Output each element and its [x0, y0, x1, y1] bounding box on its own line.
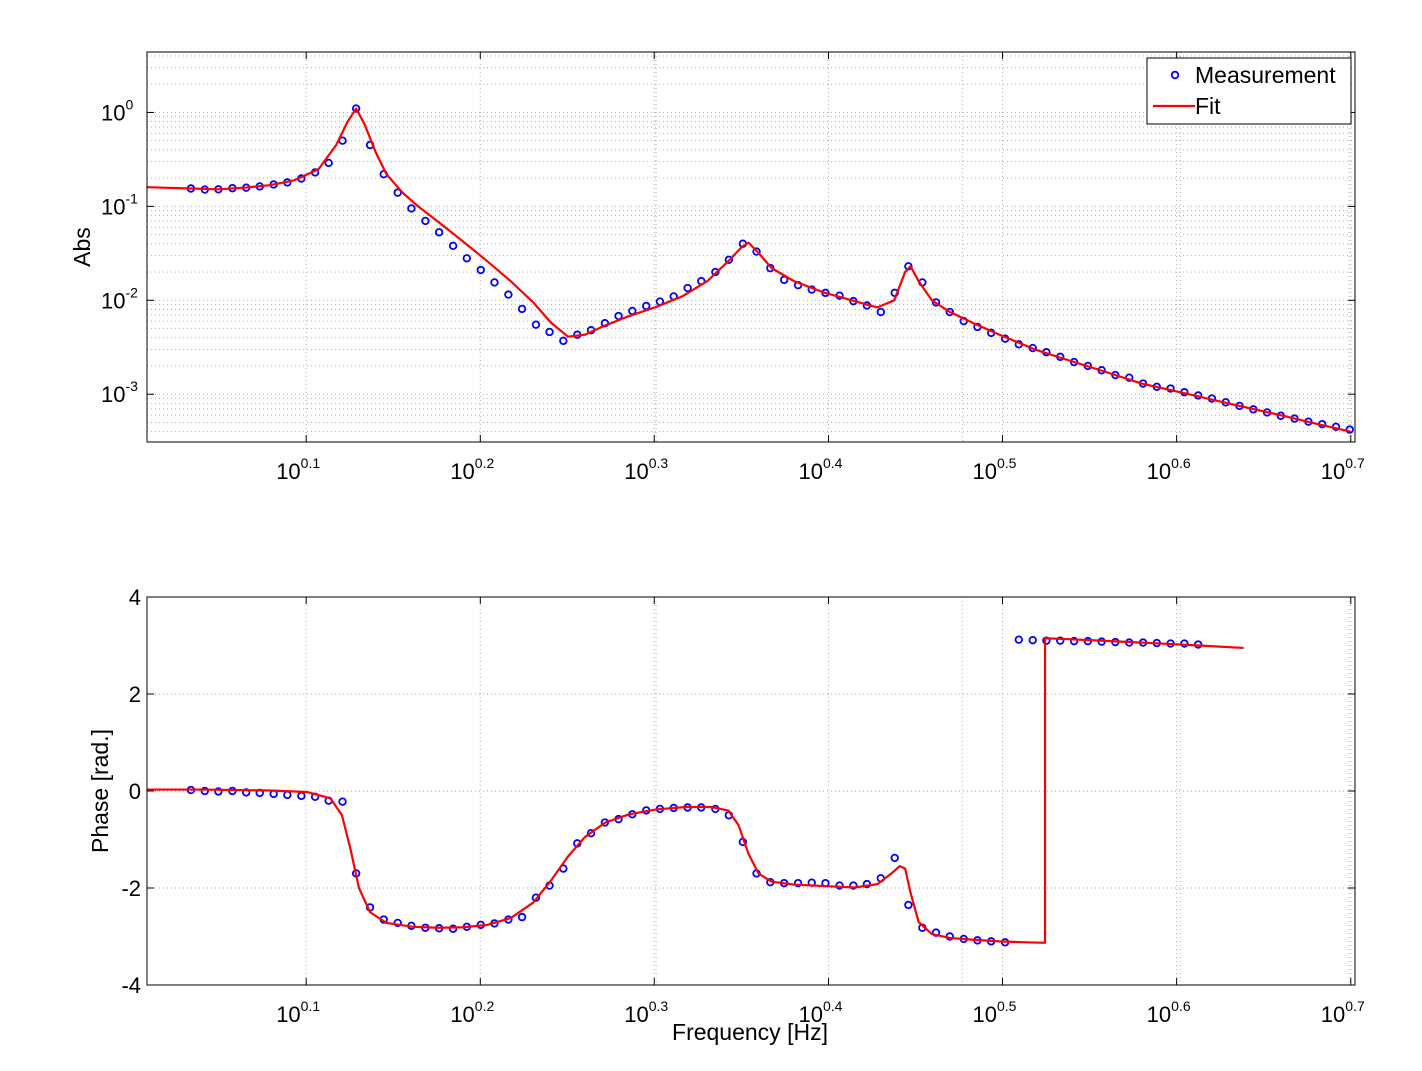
measurement-point [945, 307, 954, 317]
measurement-point [490, 278, 499, 287]
measurement-point [849, 881, 858, 890]
x-tick-label-exponent: 0.5 [997, 455, 1017, 471]
x-tick-label: 100.4 [799, 455, 843, 484]
measurement-point [931, 298, 941, 307]
measurement-point [476, 265, 485, 275]
measurement-point [338, 797, 347, 806]
y-tick-label: -2 [121, 876, 141, 901]
x-tick-label: 100.6 [1147, 998, 1191, 1027]
x-tick-label: 100.3 [624, 998, 668, 1027]
measurement-point [434, 228, 444, 237]
x-axis-label: Frequency [Hz] [672, 1019, 828, 1045]
measurement-point [1028, 635, 1037, 645]
measurement-point [504, 290, 513, 299]
x-tick-label-exponent: 0.3 [649, 998, 669, 1014]
y-tick-label: 10-1 [101, 190, 138, 219]
measurement-point [351, 104, 361, 113]
measurement-point [711, 267, 720, 277]
measurement-point [407, 204, 416, 213]
y-tick-label-exponent: -1 [125, 190, 138, 206]
x-tick-label-exponent: 0.5 [997, 998, 1017, 1014]
y-tick-label-exponent: 0 [125, 96, 133, 112]
legend-label: Fit [1195, 93, 1221, 119]
measurement-point [904, 900, 913, 910]
x-tick-label-exponent: 0.4 [823, 455, 843, 471]
x-tick-label-exponent: 0.6 [1171, 998, 1191, 1014]
measurement-point [517, 304, 527, 314]
x-tick-label: 100.2 [450, 998, 494, 1027]
measurement-point [890, 853, 899, 863]
x-tick-label: 100.5 [973, 998, 1017, 1027]
x-tick-label: 100.7 [1321, 998, 1365, 1027]
y-tick-label: -4 [121, 973, 141, 998]
measurement-point [531, 320, 541, 329]
legend: Measurement Fit [1146, 57, 1352, 125]
y-tick-label: 2 [129, 682, 141, 707]
y-tick-label-exponent: -2 [125, 284, 138, 300]
axes-box [146, 51, 1356, 443]
fit-line [147, 637, 1244, 944]
ticks [147, 52, 1355, 442]
legend-label: Measurement [1195, 62, 1336, 88]
measurement-point [1069, 636, 1079, 646]
y-axis-label: Abs [69, 227, 95, 267]
x-tick-label-exponent: 0.7 [1345, 455, 1365, 471]
x-tick-label-exponent: 0.2 [475, 455, 495, 471]
measurement-point [214, 787, 223, 796]
x-tick-label: 100.5 [973, 455, 1017, 484]
axes-box [146, 596, 1356, 986]
x-tick-label: 100.3 [624, 455, 668, 484]
plot-series [147, 635, 1244, 947]
x-tick-label-exponent: 0.1 [301, 998, 321, 1014]
magnitude-panel: 100.1 100.2 100.3 100.4 100.5 100.6 100.7 100 10… [69, 51, 1365, 484]
measurement-point [1056, 636, 1065, 645]
fit-line [147, 107, 1351, 433]
measurement-point [462, 254, 472, 263]
measurement-point [517, 912, 527, 922]
x-tick-label: 100.1 [276, 998, 320, 1027]
measurement-point [586, 828, 596, 838]
x-tick-label: 100.7 [1321, 455, 1365, 484]
x-tick-label: 100.1 [276, 455, 320, 484]
measurement-point [448, 241, 458, 251]
x-tick-label-exponent: 0.3 [649, 455, 669, 471]
measurement-point [793, 878, 803, 888]
legend-marker-measurement [1170, 70, 1180, 80]
phase-panel: 100.1 100.2 100.3 100.4 100.5 100.6 100.7420-2… [87, 585, 1365, 1027]
x-tick-label-exponent: 0.1 [301, 455, 321, 471]
x-tick-label-exponent: 0.4 [823, 998, 843, 1014]
x-tick-label-exponent: 0.6 [1171, 455, 1191, 471]
y-tick-label: 0 [129, 779, 141, 804]
measurement-point [724, 255, 734, 264]
measurement-point [531, 893, 541, 902]
measurement-point [1014, 635, 1024, 644]
y-axis-label: Phase [rad.] [87, 729, 113, 853]
y-tick-label: 10-2 [101, 284, 138, 313]
y-tick-label-exponent: -3 [125, 378, 138, 394]
y-tick-label: 4 [129, 585, 141, 610]
x-tick-label-exponent: 0.2 [475, 998, 495, 1014]
x-tick-label: 100.6 [1147, 455, 1191, 484]
measurement-point [683, 283, 692, 293]
plot-series [147, 104, 1354, 434]
y-tick-label: 10-3 [101, 378, 138, 407]
x-tick-label-exponent: 0.7 [1345, 998, 1365, 1014]
measurement-point [200, 786, 209, 796]
legend-box [1146, 57, 1352, 125]
measurement-point [324, 158, 333, 168]
measurement-point [421, 216, 430, 226]
measurement-point [393, 918, 402, 928]
measurement-point [752, 247, 761, 256]
y-tick-label: 100 [101, 96, 133, 125]
measurement-point [393, 188, 402, 197]
measurement-point [448, 924, 458, 933]
measurement-point [876, 307, 886, 317]
measurement-point [559, 336, 568, 346]
measurement-point [545, 327, 554, 337]
x-tick-label: 100.2 [450, 455, 494, 484]
